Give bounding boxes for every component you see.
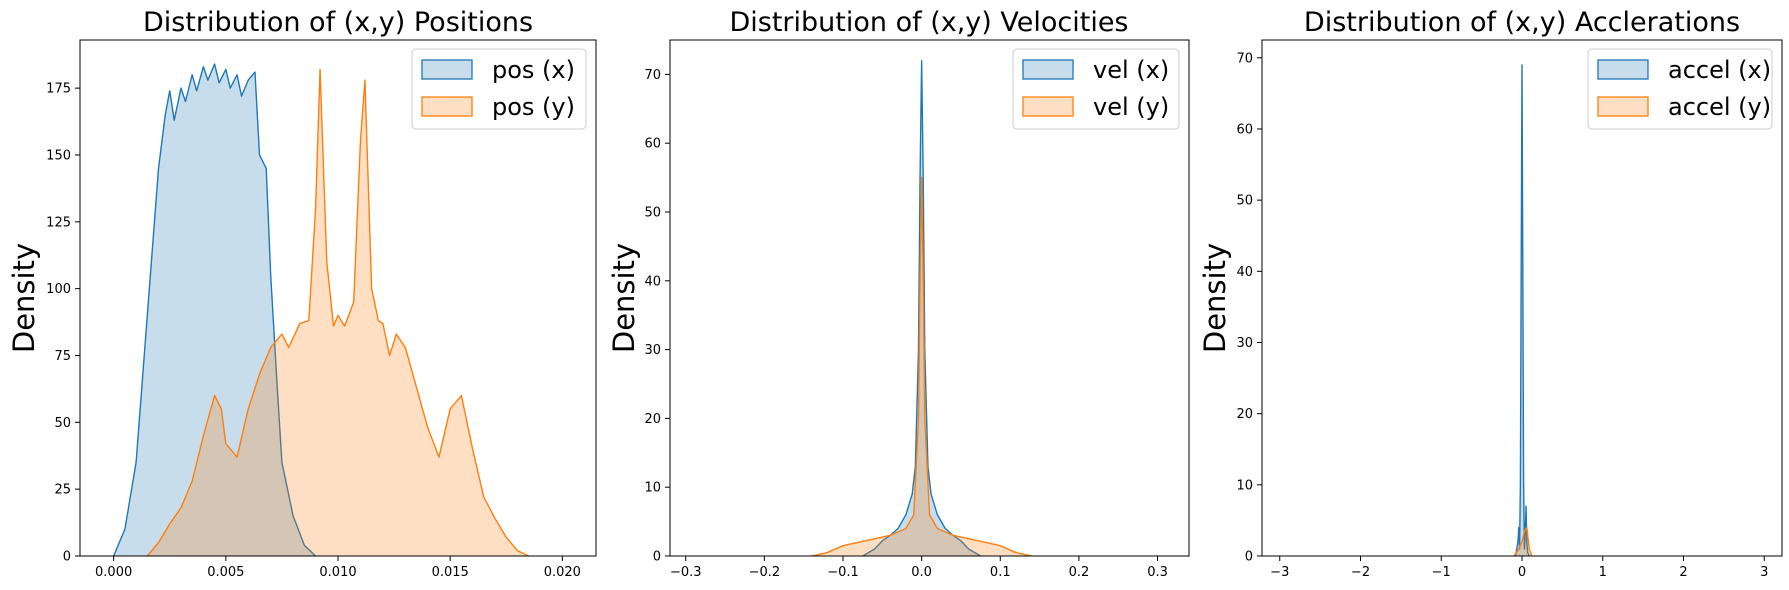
- x-tick-label: 2: [1679, 565, 1687, 580]
- x-tick-label: 0.2: [1069, 565, 1090, 580]
- y-axis-label: Density: [607, 243, 641, 353]
- x-tick-label: −0.2: [749, 565, 781, 580]
- series-area-1: [113, 64, 316, 556]
- y-tick-label: 30: [1236, 336, 1253, 351]
- series-line-2: [146, 68, 530, 556]
- y-tick-label: 75: [54, 349, 71, 364]
- x-tick-label: 0.010: [319, 565, 356, 580]
- y-tick-label: 50: [54, 416, 71, 431]
- legend-label: accel (x): [1668, 56, 1771, 84]
- y-tick-label: 125: [46, 215, 71, 230]
- y-tick-label: 10: [644, 481, 661, 496]
- axes-frame: [669, 39, 1190, 557]
- x-tick-label: 0.3: [1147, 565, 1168, 580]
- chart-title: Distribution of (x,y) Positions: [143, 7, 533, 38]
- x-tick-label: 1: [1599, 565, 1607, 580]
- series-layer: [811, 59, 1032, 556]
- legend-swatch: [1022, 96, 1074, 117]
- x-tick-label: −2: [1351, 565, 1370, 580]
- legend-box: [1012, 48, 1180, 130]
- chart-title: Distribution of (x,y) Velocities: [729, 7, 1128, 38]
- y-tick-label: 175: [46, 82, 71, 97]
- series-line-1: [862, 59, 981, 556]
- y-tick-label: 60: [1236, 122, 1253, 137]
- x-tick-label: 3: [1760, 565, 1768, 580]
- y-tick-label: 70: [1236, 51, 1253, 66]
- legend: vel (x) vel (y): [1012, 48, 1180, 130]
- y-tick-label: 10: [1236, 478, 1253, 493]
- series-layer: [113, 63, 530, 556]
- x-tick-label: −0.1: [827, 565, 859, 580]
- y-tick-label: 40: [644, 274, 661, 289]
- series-line-2: [1513, 526, 1533, 556]
- x-tick-label: −0.3: [670, 565, 702, 580]
- legend-box: [411, 48, 587, 130]
- x-tick-label: 0.020: [544, 565, 581, 580]
- y-tick-label: 30: [644, 343, 661, 358]
- y-tick-label: 0: [653, 550, 661, 565]
- y-tick-label: 50: [644, 206, 661, 221]
- series-layer: [1513, 64, 1533, 556]
- y-tick-label: 0: [63, 550, 71, 565]
- x-tick-label: 0.000: [95, 565, 132, 580]
- legend-swatch: [421, 96, 473, 117]
- x-tick-label: 0.1: [990, 565, 1011, 580]
- y-tick-label: 100: [46, 282, 71, 297]
- y-tick-label: 150: [46, 148, 71, 163]
- x-tick-label: 0.0: [911, 565, 932, 580]
- legend-label: pos (y): [492, 93, 575, 121]
- legend: pos (x) pos (y): [411, 48, 587, 130]
- x-tick-label: −1: [1432, 565, 1451, 580]
- y-tick-label: 60: [644, 137, 661, 152]
- x-tick-label: 0.015: [432, 565, 469, 580]
- y-tick-label: 20: [1236, 407, 1253, 422]
- y-tick-label: 25: [54, 483, 71, 498]
- chart-panel-1: 0.000 0.005 0.010 0.015 0.020 0 25 50 75 100 125 15…: [7, 7, 597, 580]
- legend-swatch: [1597, 96, 1649, 117]
- y-tick-label: 50: [1236, 194, 1253, 209]
- legend-box: [1587, 48, 1773, 130]
- y-axis-label: Density: [1198, 243, 1232, 353]
- y-axis-label: Density: [7, 243, 41, 353]
- series-area-2: [811, 177, 1032, 556]
- chart-title: Distribution of (x,y) Acclerations: [1304, 7, 1740, 38]
- legend-label: vel (y): [1093, 93, 1169, 121]
- y-tick-label: 20: [644, 412, 661, 427]
- legend-label: vel (x): [1093, 56, 1169, 84]
- y-tick-label: 40: [1236, 265, 1253, 280]
- legend-swatch: [1022, 59, 1074, 80]
- legend: accel (x) accel (y): [1587, 48, 1773, 130]
- legend-label: accel (y): [1668, 93, 1771, 121]
- y-tick-label: 70: [644, 68, 661, 83]
- x-tick-label: −3: [1270, 565, 1289, 580]
- legend-swatch: [421, 59, 473, 80]
- legend-label: pos (x): [492, 56, 575, 84]
- chart-panel-2: −0.3 −0.2 −0.1 0.0 0.1 0.2 0.3 0 10 20 30 40 50 60 70 D…: [607, 7, 1190, 580]
- series-area-1: [862, 60, 981, 556]
- x-tick-label: 0.005: [207, 565, 244, 580]
- series-line-1: [113, 63, 317, 556]
- y-tick-label: 0: [1245, 550, 1253, 565]
- legend-swatch: [1597, 59, 1649, 80]
- x-tick-label: 0: [1518, 565, 1526, 580]
- series-line-2: [811, 176, 1032, 556]
